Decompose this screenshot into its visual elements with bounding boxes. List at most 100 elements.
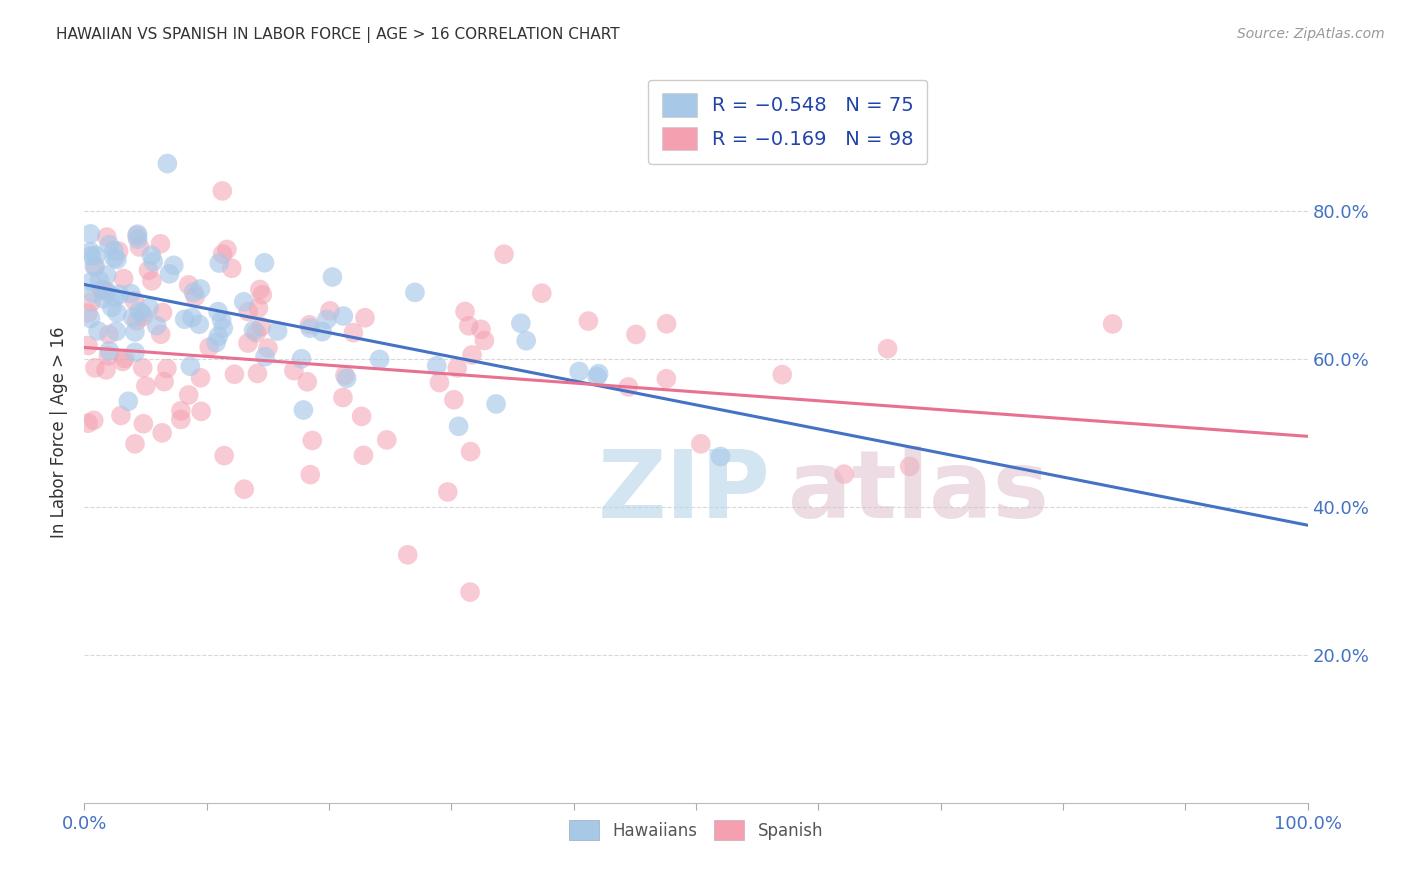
Point [84,248,107,262]
Point [125,314,148,328]
Point [153,375,176,389]
Point [242,323,264,337]
Point [236,336,259,351]
Point [156,156,179,170]
Point [181,310,204,325]
Point [96,230,118,244]
Point [107,244,129,258]
Point [173,312,195,326]
Point [83,360,105,375]
Point [103,244,125,258]
Point [79,244,101,259]
Point [689,437,711,451]
Point [120,286,142,301]
Point [212,321,235,335]
Point [103,290,125,304]
Point [876,342,898,356]
Point [368,352,391,367]
Point [212,449,235,463]
Point [249,283,271,297]
Point [299,321,322,335]
Point [179,359,201,374]
Text: atlas: atlas [787,446,1049,538]
Point [84,260,107,274]
Point [342,326,364,340]
Point [458,585,481,599]
Point [319,303,342,318]
Point [617,380,640,394]
Point [132,417,155,431]
Point [350,409,373,424]
Point [128,304,150,318]
Point [91,283,114,297]
Point [336,371,359,385]
Point [250,319,273,334]
Point [321,270,343,285]
Y-axis label: In Labor Force | Age > 16: In Labor Force | Age > 16 [51,326,69,539]
Point [141,248,163,262]
Point [232,294,254,309]
Point [898,459,921,474]
Point [98,343,121,358]
Point [198,340,221,354]
Point [1101,317,1123,331]
Point [655,372,678,386]
Point [94,363,117,377]
Point [404,285,426,300]
Point [770,368,793,382]
Point [77,338,100,352]
Text: HAWAIIAN VS SPANISH IN LABOR FORCE | AGE > 16 CORRELATION CHART: HAWAIIAN VS SPANISH IN LABOR FORCE | AGE… [56,27,620,43]
Point [87,324,110,338]
Point [211,184,233,198]
Point [207,329,229,343]
Point [252,287,274,301]
Point [93,292,115,306]
Point [586,369,609,384]
Point [117,394,139,409]
Point [457,318,479,333]
Point [125,228,148,243]
Point [290,351,312,366]
Point [515,334,537,348]
Point [624,327,647,342]
Point [188,318,211,332]
Point [103,251,125,265]
Point [132,360,155,375]
Point [79,311,101,326]
Point [138,301,160,315]
Point [80,275,103,289]
Point [470,322,492,336]
Point [79,227,101,241]
Point [80,249,103,263]
Point [301,434,323,448]
Point [183,285,205,300]
Point [131,306,153,320]
Point [149,236,172,251]
Point [105,306,128,320]
Point [655,317,678,331]
Point [190,371,212,385]
Point [568,364,591,378]
Point [333,368,356,383]
Point [96,285,118,299]
Text: ZIP: ZIP [598,446,770,538]
Point [211,313,233,327]
Point [221,261,243,276]
Point [588,367,610,381]
Point [298,318,321,332]
Point [142,254,165,268]
Point [97,349,120,363]
Point [576,314,599,328]
Point [156,361,179,376]
Point [299,467,322,482]
Point [492,247,515,261]
Point [247,301,270,315]
Point [150,425,173,440]
Point [211,247,233,261]
Point [177,388,200,402]
Point [297,375,319,389]
Point [152,305,174,319]
Point [311,325,333,339]
Point [111,354,134,368]
Point [474,334,496,348]
